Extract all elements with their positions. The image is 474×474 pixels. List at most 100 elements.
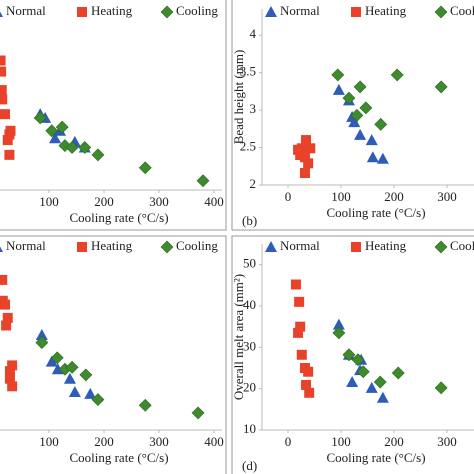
marker-diamond <box>331 68 345 82</box>
marker-square <box>4 366 15 377</box>
marker-square <box>301 379 312 390</box>
marker-diamond <box>356 365 370 379</box>
marker-triangle <box>68 386 81 397</box>
marker-diamond <box>359 101 373 115</box>
marker-diamond <box>353 80 367 94</box>
marker-triangle <box>35 329 48 340</box>
marker-diamond <box>78 141 92 154</box>
y-tick-label: 3.5 <box>240 64 256 79</box>
x-tick-label: 200 <box>384 189 404 204</box>
marker-diamond <box>350 108 364 122</box>
legend-label: Cooling <box>176 238 218 253</box>
legend-label: Heating <box>365 238 407 253</box>
y-tick-label: 50 <box>243 256 256 271</box>
marker-square <box>296 349 307 360</box>
y-axis-title: Overall melt area (mm²) <box>231 274 246 400</box>
legend-label: Heating <box>91 3 133 18</box>
marker-square <box>7 381 18 392</box>
x-tick-label: 200 <box>384 434 404 449</box>
legend-label: Cooling <box>176 3 218 18</box>
marker-diamond <box>434 5 448 19</box>
marker-diamond <box>33 111 47 125</box>
marker-square <box>295 321 306 332</box>
marker-diamond <box>342 91 356 105</box>
marker-square <box>0 109 10 120</box>
y-tick-label: 30 <box>243 338 256 353</box>
marker-triangle <box>45 355 58 367</box>
marker-triangle <box>0 11 3 17</box>
marker-square <box>303 158 314 169</box>
marker-diamond <box>65 141 79 154</box>
marker-diamond <box>434 381 448 395</box>
y-tick-label: 10 <box>243 421 256 436</box>
x-tick-label: 400 <box>204 194 224 209</box>
marker-square <box>0 55 6 66</box>
marker-diamond <box>50 351 64 365</box>
marker-triangle <box>265 6 277 17</box>
panel-frame <box>0 235 227 474</box>
legend-label: Normal <box>6 3 46 18</box>
marker-square <box>77 7 87 17</box>
marker-square <box>351 242 361 252</box>
marker-diamond <box>160 240 174 254</box>
marker-triangle <box>346 376 359 388</box>
marker-triangle <box>49 132 62 144</box>
marker-square <box>4 129 15 140</box>
panel-frame <box>231 235 474 474</box>
marker-square <box>296 143 307 154</box>
marker-diamond <box>45 124 59 138</box>
marker-square <box>0 299 10 310</box>
marker-triangle <box>0 246 3 252</box>
marker-square <box>2 135 13 146</box>
y-tick-label: 20 <box>243 380 256 395</box>
marker-square <box>299 152 310 163</box>
marker-diamond <box>434 80 448 94</box>
marker-diamond <box>373 375 387 389</box>
marker-diamond <box>160 5 174 19</box>
x-tick-label: 100 <box>39 194 59 209</box>
marker-triangle <box>265 241 277 252</box>
marker-triangle <box>366 151 379 163</box>
x-tick-label: 100 <box>331 434 351 449</box>
marker-square <box>304 387 315 398</box>
marker-diamond <box>391 366 405 380</box>
x-tick-label: 300 <box>149 434 169 449</box>
marker-square <box>0 274 8 285</box>
legend-label: Normal <box>280 238 320 253</box>
marker-square <box>0 66 7 77</box>
marker-square <box>2 312 13 323</box>
marker-square <box>0 85 7 96</box>
marker-square <box>290 279 301 290</box>
marker-square <box>299 168 310 179</box>
marker-diamond <box>374 117 388 131</box>
marker-diamond <box>434 240 448 254</box>
x-tick-label: 100 <box>331 189 351 204</box>
marker-diamond <box>79 368 93 382</box>
x-tick-label: 300 <box>149 194 169 209</box>
marker-triangle <box>332 83 345 95</box>
x-axis-title: Cooling rate (°C/s) <box>326 450 425 465</box>
marker-diamond <box>138 398 152 412</box>
marker-square <box>0 94 8 105</box>
x-axis-title: Cooling rate (°C/s) <box>69 450 168 465</box>
y-tick-label: 2 <box>250 176 257 191</box>
marker-diamond <box>332 326 346 340</box>
marker-square <box>301 135 312 146</box>
panel-frame <box>0 0 227 231</box>
legend-label: Normal <box>6 238 46 253</box>
marker-square <box>1 320 12 331</box>
marker-diamond <box>342 348 356 362</box>
x-tick-label: 0 <box>285 189 292 204</box>
x-axis-title: Cooling rate (°C/s) <box>326 205 425 220</box>
legend-label: Cooling <box>450 238 474 253</box>
marker-triangle <box>376 152 389 164</box>
marker-triangle <box>84 387 97 399</box>
x-tick-label: 400 <box>204 434 224 449</box>
marker-diamond <box>351 353 365 367</box>
marker-diamond <box>91 393 105 407</box>
y-tick-label: 2.5 <box>240 139 256 154</box>
y-tick-label: 40 <box>243 297 256 312</box>
x-tick-label: 300 <box>437 434 457 449</box>
marker-triangle <box>354 128 367 140</box>
